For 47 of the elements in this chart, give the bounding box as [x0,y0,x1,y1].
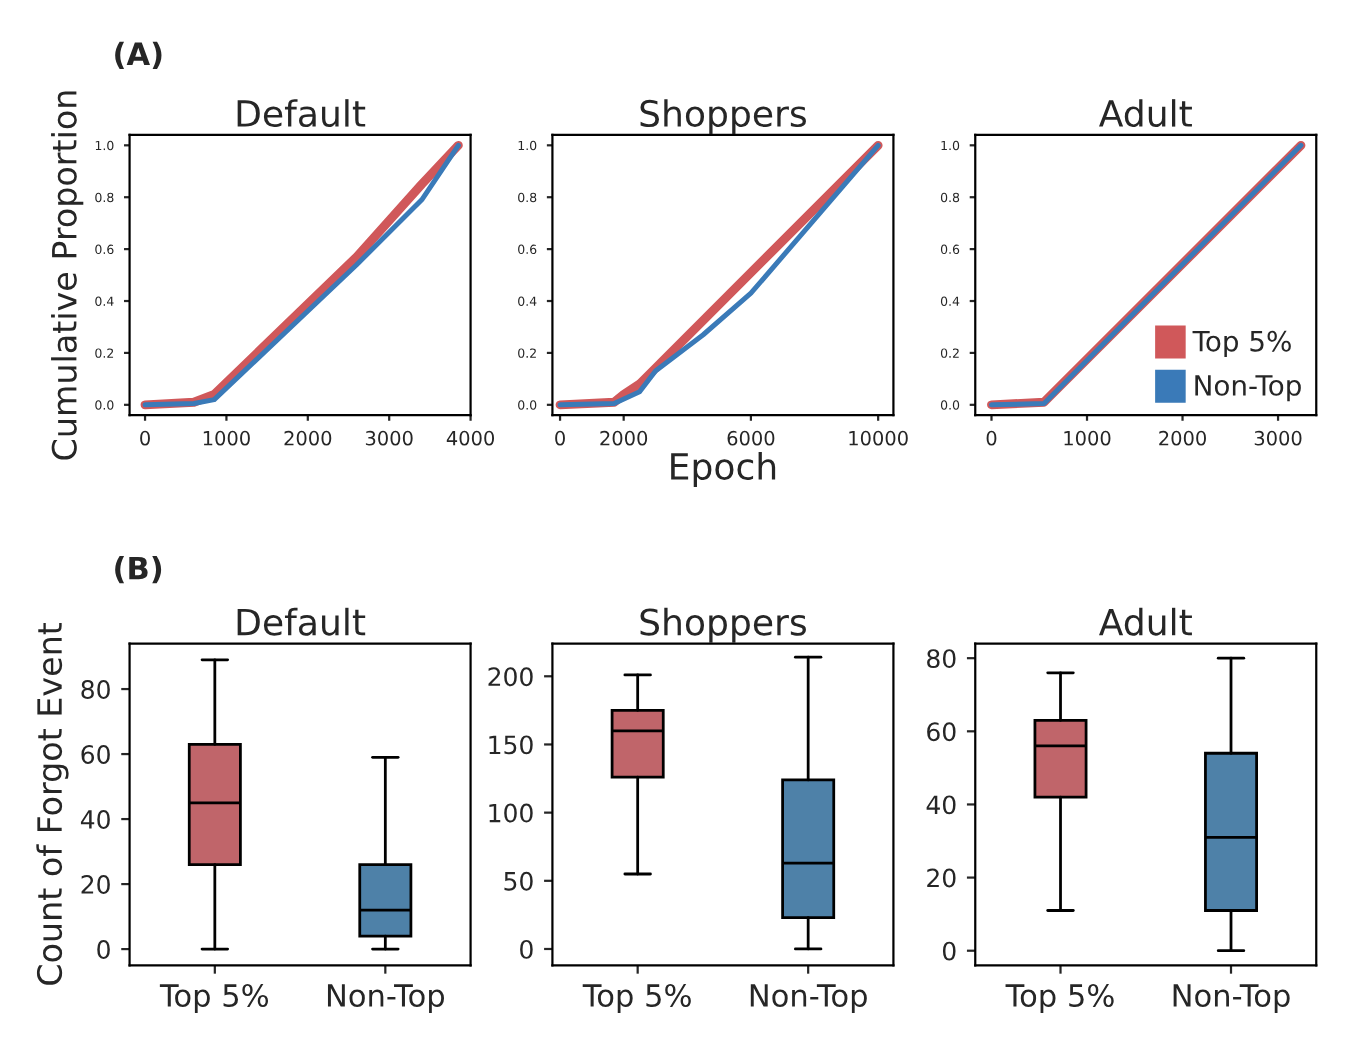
y-tick-label: 150 [489,735,533,755]
y-tick-label: 20 [81,875,110,894]
x-tick-label: 3000 [1254,430,1302,446]
x-axis-title: Epoch [671,452,776,488]
x-tick-label: 3000 [365,430,413,446]
y-tick-label: 60 [927,722,956,742]
x-tick-label: 2000 [1159,430,1206,446]
y-tick-label: 80 [81,680,110,699]
text: (A) [115,41,162,69]
y-tick-label: 0 [97,940,110,959]
y-tick-label: 60 [81,745,110,764]
chart-title: Shoppers [640,607,806,643]
x-tick-label: Top 5% [159,983,269,1013]
y-axis-title: Count of Forgot Event [36,623,69,985]
y-tick-label: 80 [927,649,956,669]
x-tick-label: 6000 [727,430,775,446]
y-tick-label: 0 [942,941,956,961]
chart-title: Default [237,99,366,128]
x-tick-label: 0 [140,430,150,446]
legend-label: Non-Top [1195,375,1301,402]
y-tick-label: 50 [504,871,533,891]
x-tick-label: Non-Top [750,984,867,1013]
x-tick-label: Non-Top [327,984,445,1013]
x-tick-label: 1000 [1064,430,1111,446]
x-tick-label: 1000 [203,430,250,446]
y-tick-label: 200 [488,667,533,687]
x-tick-label: 2000 [284,430,332,446]
chart-title: Adult [1099,607,1192,636]
text: (B) [115,556,162,584]
x-tick-label: 0 [555,430,565,446]
y-tick-label: 20 [927,868,956,888]
y-tick-label: 40 [926,795,956,815]
x-tick-label: 2000 [600,430,648,446]
x-tick-label: 10000 [849,430,908,446]
y-tick-label: 100 [489,803,533,823]
chart-title: Adult [1099,99,1192,128]
chart-title: Default [237,607,366,636]
legend-label: Top 5% [1192,330,1291,358]
y-tick-label: 40 [80,810,110,829]
y-axis-title: Cumulative Proportion [51,91,84,460]
x-tick-label: Top 5% [1005,983,1114,1013]
y-tick-label: 0 [520,939,533,959]
chart-title: Shoppers [640,99,806,135]
x-tick-label: 0 [986,430,997,446]
x-tick-label: Non-Top [1173,984,1290,1013]
x-tick-label: Top 5% [582,983,691,1013]
x-tick-label: 4000 [446,430,495,446]
